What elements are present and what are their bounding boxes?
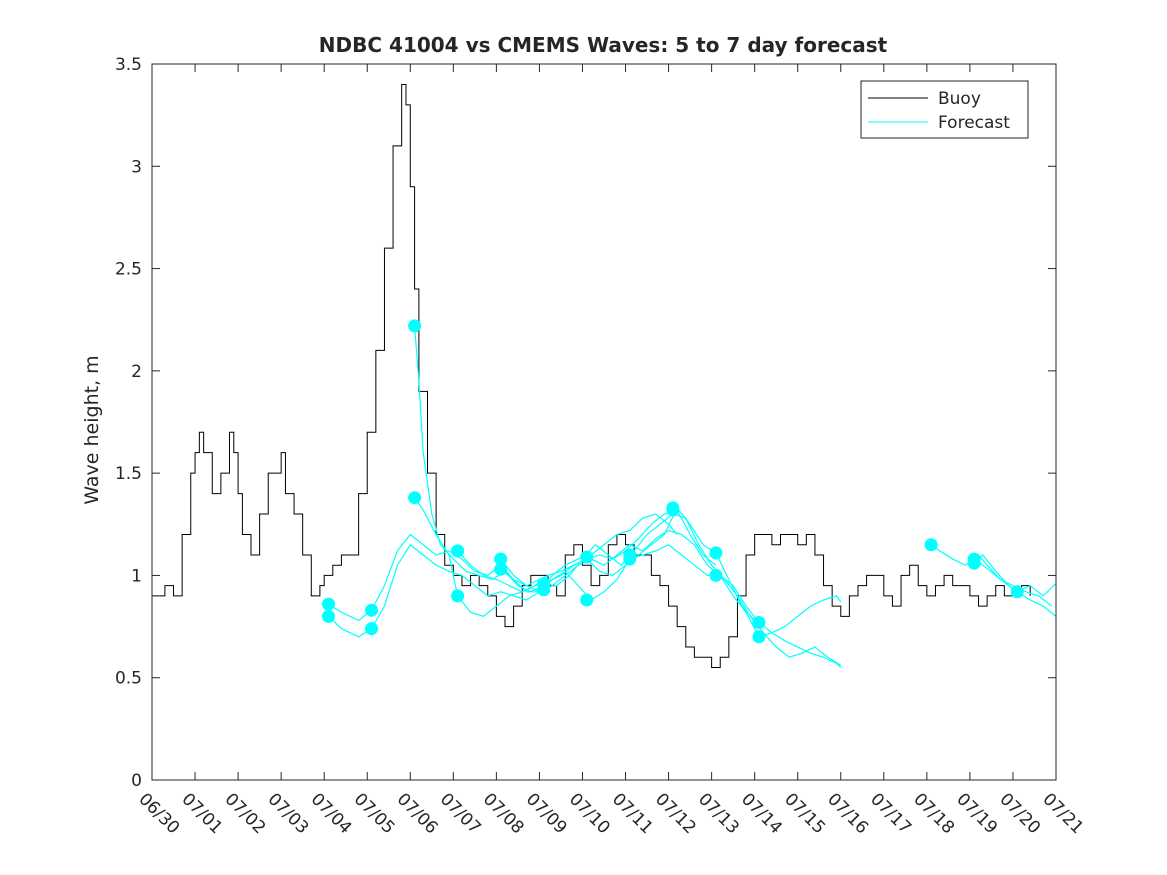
axes-box [151, 63, 1057, 781]
legend-buoy-label: Buoy [938, 89, 981, 109]
forecast-start-marker [709, 568, 723, 582]
forecast-start-marker [580, 550, 594, 564]
x-tick-label: 06/30 [134, 789, 183, 838]
y-tick-label: 2.5 [115, 260, 142, 280]
y-tick-label: 3 [131, 157, 142, 177]
forecast-start-marker [1010, 585, 1024, 599]
forecast-series-line [543, 513, 842, 666]
y-tick-label: 3.5 [115, 55, 142, 75]
forecast-series-line [500, 529, 842, 638]
x-tick-label: 07/07 [436, 789, 485, 838]
x-tick-label: 07/06 [393, 789, 442, 838]
forecast-start-marker [709, 546, 723, 560]
forecast-start-marker [752, 615, 766, 629]
y-tick-label: 0.5 [115, 669, 142, 689]
x-tick-label: 07/11 [608, 789, 657, 838]
x-tick-label: 07/08 [479, 789, 528, 838]
forecast-start-marker [494, 562, 508, 576]
x-tick-label: 07/18 [909, 789, 958, 838]
forecast-start-marker [365, 603, 379, 617]
x-tick-label: 07/13 [694, 789, 743, 838]
forecast-start-marker [408, 319, 422, 333]
y-tick-label: 0 [131, 771, 142, 791]
forecast-start-marker [365, 622, 379, 636]
forecast-start-marker [623, 552, 637, 566]
forecast-start-marker [666, 503, 680, 517]
x-tick-label: 07/16 [823, 789, 872, 838]
forecast-series-line [328, 543, 549, 638]
x-tick-label: 07/04 [307, 789, 356, 838]
x-tick-label: 07/01 [178, 789, 227, 838]
x-tick-label: 07/03 [264, 789, 313, 838]
plot-area [152, 83, 1057, 668]
forecast-series-line [930, 544, 1053, 607]
forecast-start-marker [967, 556, 981, 570]
x-tick-label: 07/05 [350, 789, 399, 838]
x-tick-label: 07/21 [1038, 789, 1087, 838]
x-tick-label: 07/15 [780, 789, 829, 838]
x-tick-label: 07/19 [952, 789, 1001, 838]
forecast-start-marker [752, 630, 766, 644]
x-tick-label: 07/20 [995, 789, 1044, 838]
axis-ticks: 00.511.522.533.506/3007/0107/0207/0307/0… [115, 55, 1087, 838]
legend: Buoy Forecast [860, 80, 1029, 139]
x-tick-label: 07/10 [565, 789, 614, 838]
forecast-start-marker [494, 552, 508, 566]
buoy-series-line [152, 83, 1031, 668]
forecast-start-marker [451, 589, 465, 603]
x-tick-label: 07/09 [522, 789, 571, 838]
y-tick-label: 1 [131, 566, 142, 586]
x-tick-label: 07/17 [866, 789, 915, 838]
legend-forecast-label: Forecast [938, 113, 1010, 133]
y-tick-label: 2 [131, 362, 142, 382]
y-axis-label: Wave height, m [81, 355, 103, 504]
forecast-start-marker [924, 538, 938, 552]
legend-box [860, 80, 1029, 139]
forecast-start-marker [451, 544, 465, 558]
forecast-start-marker [580, 593, 594, 607]
x-tick-label: 07/02 [221, 789, 270, 838]
y-tick-label: 1.5 [115, 464, 142, 484]
forecast-series-line [328, 533, 549, 622]
forecast-series-line [500, 544, 842, 668]
x-tick-label: 07/14 [737, 789, 786, 838]
x-tick-label: 07/12 [651, 789, 700, 838]
forecast-start-marker [321, 597, 335, 611]
forecast-start-marker [408, 491, 422, 505]
chart-title: NDBC 41004 vs CMEMS Waves: 5 to 7 day fo… [319, 33, 888, 57]
forecast-start-marker [321, 609, 335, 623]
forecast-start-marker [537, 583, 551, 597]
